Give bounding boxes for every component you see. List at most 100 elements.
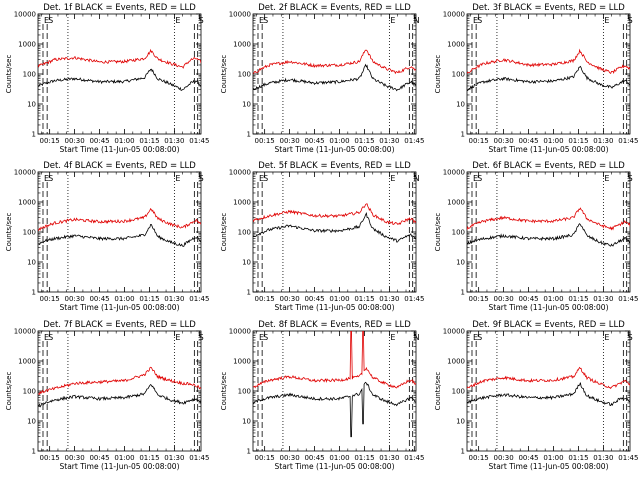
- y-tick-label: 100: [23, 388, 36, 396]
- x-tick-label: 01:00: [114, 295, 134, 303]
- x-tick-label: 00:15: [469, 454, 489, 462]
- flag-label: S: [199, 16, 204, 25]
- flag-label: S: [48, 174, 53, 183]
- panel-det-1f: Det. 1f BLACK = Events, RED = LLD 1 10 100 1…: [5, 3, 209, 154]
- flag-label: S: [263, 333, 268, 342]
- panel-title: Det. 9f BLACK = Events, RED = LLD: [472, 320, 625, 330]
- x-axis-label: Start Time (11-Jun-05 00:08:00): [60, 303, 180, 312]
- series-lld: [38, 207, 201, 231]
- x-tick-label: 00:15: [469, 137, 489, 145]
- x-axis-label: Start Time (11-Jun-05 00:08:00): [60, 462, 180, 471]
- panel-title: Det. 5f BLACK = Events, RED = LLD: [258, 161, 411, 171]
- y-axis-label: Counts/sec: [220, 213, 228, 252]
- plot-area: [467, 366, 630, 407]
- flag-label: S: [628, 333, 633, 342]
- flag-label: E: [390, 174, 395, 183]
- flag-label: S: [263, 16, 268, 25]
- x-tick-label: 01:00: [114, 454, 134, 462]
- y-tick-label: 1: [247, 131, 251, 139]
- y-tick-label: 100: [23, 229, 36, 237]
- y-axis-label: Counts/sec: [220, 55, 228, 94]
- flag-label: N: [414, 333, 420, 342]
- y-tick-label: 1000: [18, 358, 36, 366]
- y-tick-label: 1: [461, 289, 465, 297]
- x-tick-label: 01:15: [354, 137, 374, 145]
- x-tick-label: 00:30: [64, 137, 84, 145]
- y-tick-label: 1: [32, 448, 36, 456]
- flag-label: E: [473, 174, 478, 183]
- panel-title: Det. 7f BLACK = Events, RED = LLD: [43, 320, 196, 330]
- x-axis-label: Start Time (11-Jun-05 00:08:00): [489, 145, 609, 154]
- y-tick-label: 1: [247, 448, 251, 456]
- x-axis-label: Start Time (11-Jun-05 00:08:00): [489, 303, 609, 312]
- panel-title: Det. 1f BLACK = Events, RED = LLD: [43, 3, 196, 13]
- y-tick-label: 10000: [443, 169, 465, 177]
- plot-area: [38, 366, 201, 408]
- x-tick-label: 00:30: [64, 295, 84, 303]
- x-tick-label: 01:15: [568, 454, 588, 462]
- y-tick-label: 10000: [14, 328, 36, 336]
- x-axis-label: Start Time (11-Jun-05 00:08:00): [275, 145, 395, 154]
- x-tick-label: 00:30: [493, 454, 513, 462]
- flag-label: E: [390, 16, 395, 25]
- y-tick-label: 1000: [447, 199, 465, 207]
- x-tick-label: 01:00: [543, 295, 563, 303]
- flag-label: S: [477, 174, 482, 183]
- panel-det-2f: Det. 2f BLACK = Events, RED = LLD 1 10 100 1…: [220, 3, 424, 154]
- series-events: [253, 63, 416, 92]
- x-tick-label: 01:00: [543, 137, 563, 145]
- y-tick-label: 1: [461, 131, 465, 139]
- panel-title: Det. 3f BLACK = Events, RED = LLD: [472, 3, 625, 13]
- x-tick-label: 00:45: [304, 295, 324, 303]
- y-tick-label: 10: [456, 101, 465, 109]
- y-tick-label: 100: [238, 229, 251, 237]
- y-axis-label: Counts/sec: [434, 372, 442, 411]
- y-tick-label: 100: [452, 388, 465, 396]
- x-tick-label: 01:15: [568, 295, 588, 303]
- x-axis-label: Start Time (11-Jun-05 00:08:00): [489, 462, 609, 471]
- series-events: [38, 68, 201, 91]
- y-tick-label: 10: [27, 418, 36, 426]
- y-tick-label: 10: [242, 101, 251, 109]
- x-tick-label: 00:45: [518, 137, 538, 145]
- x-tick-label: 01:00: [114, 137, 134, 145]
- x-tick-label: 00:15: [40, 137, 60, 145]
- plot-area: [467, 48, 630, 91]
- panel-title: Det. 8f BLACK = Events, RED = LLD: [258, 320, 411, 330]
- y-axis-label: Counts/sec: [434, 55, 442, 94]
- x-tick-label: 01:45: [618, 295, 638, 303]
- y-tick-label: 100: [452, 71, 465, 79]
- flag-label: S: [199, 174, 204, 183]
- x-tick-label: 01:15: [139, 454, 159, 462]
- series-lld: [467, 48, 630, 74]
- y-tick-label: 10000: [14, 11, 36, 19]
- x-tick-label: 00:30: [279, 454, 299, 462]
- series-events: [38, 384, 201, 408]
- x-tick-label: 01:45: [189, 295, 209, 303]
- series-lld: [38, 48, 201, 69]
- plot-area: [253, 203, 416, 243]
- x-tick-label: 00:15: [40, 454, 60, 462]
- y-axis-label: Counts/sec: [5, 55, 13, 94]
- flag-label: E: [390, 333, 395, 342]
- x-tick-label: 01:00: [543, 454, 563, 462]
- y-tick-label: 1: [32, 289, 36, 297]
- panel-det-4f: Det. 4f BLACK = Events, RED = LLD 1 10 100 1…: [5, 161, 209, 312]
- y-tick-label: 100: [452, 229, 465, 237]
- flag-label: E: [175, 333, 180, 342]
- plot-area: [38, 207, 201, 247]
- flag-label: E: [473, 16, 478, 25]
- plot-area: [467, 207, 630, 247]
- panel-det-5f: Det. 5f BLACK = Events, RED = LLD 1 10 100 1…: [220, 161, 424, 312]
- flag-label: E: [175, 16, 180, 25]
- y-axis-label: Counts/sec: [5, 372, 13, 411]
- x-tick-label: 01:45: [404, 137, 424, 145]
- x-tick-label: 00:45: [518, 454, 538, 462]
- y-tick-label: 1000: [447, 41, 465, 49]
- y-axis-label: Counts/sec: [220, 372, 228, 411]
- x-tick-label: 01:30: [164, 454, 184, 462]
- x-axis-label: Start Time (11-Jun-05 00:08:00): [275, 303, 395, 312]
- series-lld: [253, 203, 416, 225]
- flag-label: S: [477, 333, 482, 342]
